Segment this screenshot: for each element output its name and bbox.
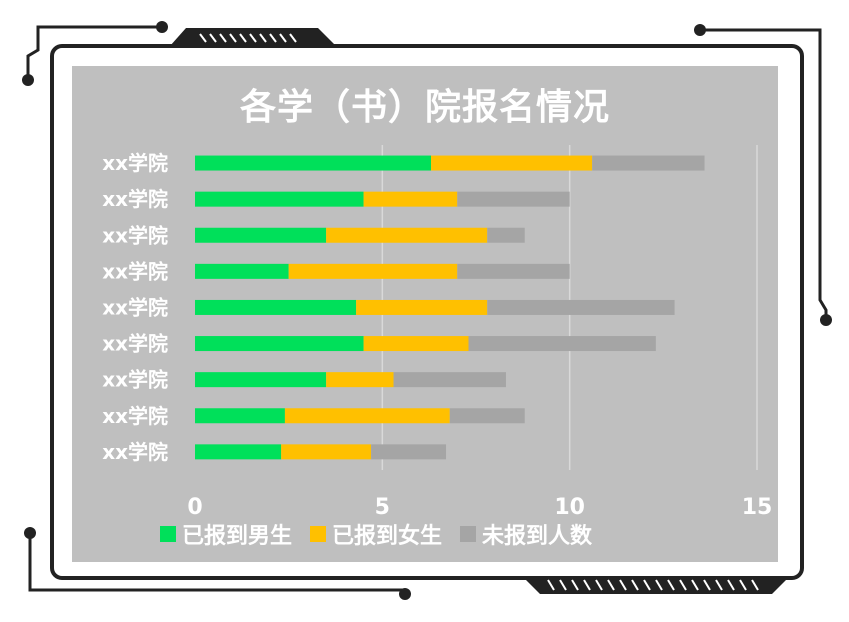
bar-segment-female — [284, 408, 450, 424]
bar-segment-male — [195, 263, 289, 279]
bar-segment-female — [363, 336, 469, 352]
bar-segment-male — [195, 408, 285, 424]
bar-segment-absent — [457, 191, 570, 207]
bar-segment-female — [356, 299, 488, 315]
y-category-label: xx学院 — [102, 259, 168, 283]
bar-segment-male — [195, 299, 357, 315]
legend-swatch-male — [160, 526, 176, 542]
x-tick-label: 10 — [554, 495, 585, 520]
bar-segment-absent — [393, 372, 506, 388]
bar-segment-absent — [468, 336, 656, 352]
y-category-label: xx学院 — [102, 151, 168, 175]
legend-item-female: 已报到女生 — [310, 518, 442, 550]
legend-label-absent: 未报到人数 — [482, 524, 593, 549]
bar-segment-female — [326, 227, 488, 243]
legend-swatch-female — [310, 526, 327, 542]
bar-segment-female — [363, 191, 458, 207]
y-category-label: xx学院 — [102, 295, 168, 319]
x-tick-label: 5 — [375, 495, 390, 520]
bar-segment-male — [195, 372, 327, 388]
y-category-label: xx学院 — [102, 223, 168, 247]
bar-segment-absent — [449, 408, 525, 424]
bar-segment-male — [195, 227, 327, 243]
bar-segment-female — [326, 372, 394, 388]
bar-segment-female — [431, 155, 593, 171]
bar-segment-male — [195, 444, 282, 460]
legend-swatch-absent — [460, 526, 477, 542]
bar-segment-female — [288, 263, 458, 279]
bar-segment-absent — [371, 444, 447, 460]
chart-legend: 已报到男生 已报到女生 未报到人数 — [160, 518, 592, 550]
y-category-label: xx学院 — [102, 368, 168, 392]
legend-item-male: 已报到男生 — [160, 518, 292, 550]
bar-segment-male — [195, 191, 364, 207]
legend-label-male: 已报到男生 — [182, 524, 293, 549]
legend-item-absent: 未报到人数 — [460, 518, 592, 550]
y-category-label: xx学院 — [102, 440, 168, 464]
bar-segment-male — [195, 336, 364, 352]
x-tick-label: 15 — [742, 495, 773, 520]
bar-segment-absent — [487, 299, 675, 315]
x-tick-label: 0 — [187, 495, 202, 520]
y-category-label: xx学院 — [102, 332, 168, 356]
chart-title: 各学（书）院报名情况 — [239, 87, 610, 128]
y-category-label: xx学院 — [102, 187, 168, 211]
bar-segment-absent — [457, 263, 570, 279]
bar-segment-absent — [592, 155, 705, 171]
bar-segment-male — [195, 155, 432, 171]
bar-segment-female — [281, 444, 372, 460]
y-category-label: xx学院 — [102, 404, 168, 428]
bar-segment-absent — [487, 227, 525, 243]
legend-label-female: 已报到女生 — [332, 524, 443, 549]
